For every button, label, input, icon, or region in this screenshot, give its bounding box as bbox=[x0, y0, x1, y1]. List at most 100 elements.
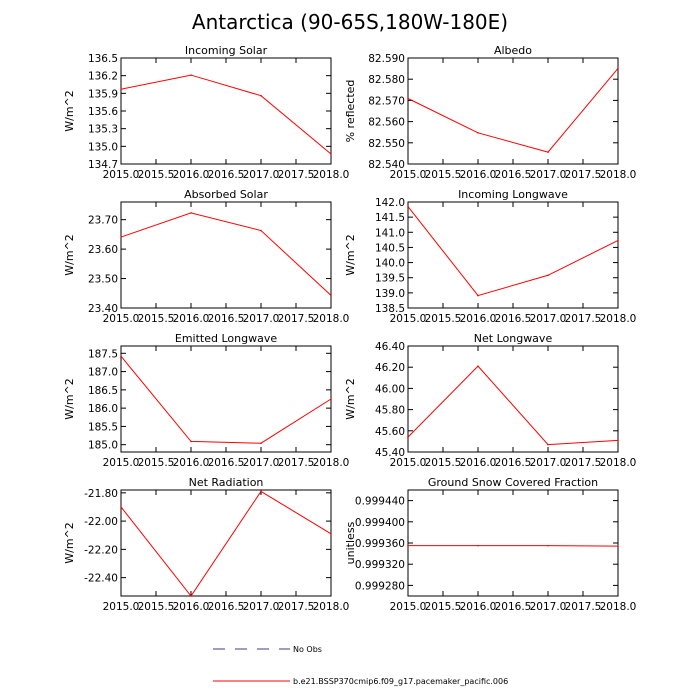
data-point bbox=[617, 67, 619, 70]
x-tick-label: 2015.0 bbox=[390, 457, 427, 469]
y-tick-label: -21.80 bbox=[84, 488, 118, 500]
y-tick-label: 135.0 bbox=[88, 141, 118, 153]
y-tick-label: 135.9 bbox=[88, 88, 118, 100]
x-tick-label: 2017.5 bbox=[278, 313, 315, 325]
y-tick-label: 187.5 bbox=[88, 348, 118, 360]
y-tick-label: 82.580 bbox=[368, 74, 405, 86]
data-point bbox=[120, 506, 122, 508]
x-tick-label: 2017.0 bbox=[243, 601, 280, 613]
y-tick-label: 141.0 bbox=[375, 227, 405, 239]
data-point bbox=[330, 533, 332, 535]
data-point bbox=[190, 595, 192, 597]
data-point bbox=[547, 544, 549, 547]
x-tick-label: 2015.0 bbox=[390, 169, 427, 181]
x-tick-label: 2016.0 bbox=[460, 313, 497, 325]
y-tick-label: 23.60 bbox=[88, 244, 118, 256]
x-tick-label: 2016.5 bbox=[495, 169, 532, 181]
y-axis-label: W/m^2 bbox=[63, 378, 76, 420]
plot-frame bbox=[120, 201, 332, 309]
x-tick-label: 2017.5 bbox=[565, 313, 602, 325]
x-tick-label: 2015.5 bbox=[138, 457, 175, 469]
data-point bbox=[617, 239, 619, 242]
y-tick-label: 82.550 bbox=[368, 138, 405, 150]
y-axis-label: W/m^2 bbox=[63, 234, 76, 276]
x-tick-label: 2015.0 bbox=[103, 457, 140, 469]
plot-frame bbox=[407, 57, 619, 165]
series-line bbox=[407, 206, 619, 297]
data-point bbox=[547, 443, 549, 446]
panel-title: Incoming Solar bbox=[185, 44, 268, 57]
y-tick-label: 46.00 bbox=[375, 383, 405, 395]
x-tick-label: 2016.0 bbox=[173, 313, 210, 325]
panel-3: Incoming Longwave 2015.02015.52016.02016.… bbox=[344, 188, 636, 325]
series-line bbox=[120, 74, 332, 155]
x-tick-label: 2016.5 bbox=[208, 313, 245, 325]
data-point bbox=[407, 205, 409, 208]
x-tick-label: 2016.5 bbox=[495, 601, 532, 613]
data-point bbox=[547, 274, 549, 277]
y-tick-label: 45.60 bbox=[375, 426, 405, 438]
x-tick-label: 2015.0 bbox=[103, 169, 140, 181]
x-tick-label: 2015.5 bbox=[138, 601, 175, 613]
plot-frame bbox=[407, 345, 619, 453]
panel-5: Net Longwave2015.02015.52016.02016.52017… bbox=[344, 332, 636, 469]
panel-title: Incoming Longwave bbox=[458, 188, 568, 201]
plot-frame bbox=[120, 345, 332, 453]
x-tick-label: 2017.0 bbox=[530, 313, 567, 325]
x-tick-label: 2018.0 bbox=[600, 313, 637, 325]
panel-6: Net Radiation2015.02015.52016.02016.5201… bbox=[63, 476, 349, 613]
x-tick-label: 2017.5 bbox=[565, 169, 602, 181]
data-point bbox=[120, 236, 122, 238]
x-tick-label: 2018.0 bbox=[313, 313, 350, 325]
y-tick-label: 82.590 bbox=[368, 53, 405, 65]
y-tick-label: 141.5 bbox=[375, 212, 405, 224]
panel-title: Absorbed Solar bbox=[184, 188, 268, 201]
y-tick-label: 185.5 bbox=[88, 421, 118, 433]
data-point bbox=[477, 294, 479, 297]
y-tick-label: 82.560 bbox=[368, 117, 405, 129]
x-tick-label: 2016.5 bbox=[208, 169, 245, 181]
panel-title: Net Longwave bbox=[474, 332, 553, 345]
x-tick-label: 2017.0 bbox=[530, 457, 567, 469]
plot-frame bbox=[407, 201, 619, 309]
panels: Incoming Solar2015.02015.52016.02016.520… bbox=[63, 44, 636, 613]
x-tick-label: 2016.0 bbox=[460, 601, 497, 613]
x-tick-label: 2018.0 bbox=[600, 457, 637, 469]
y-tick-label: 23.40 bbox=[88, 303, 118, 315]
x-tick-label: 2017.0 bbox=[243, 457, 280, 469]
data-point bbox=[547, 151, 549, 153]
x-tick-label: 2016.0 bbox=[460, 457, 497, 469]
data-point bbox=[260, 94, 262, 97]
panel-2: Absorbed Solar2015.02015.52016.02016.520… bbox=[63, 188, 349, 325]
x-tick-label: 2017.5 bbox=[278, 457, 315, 469]
figure-title: Antarctica (90-65S,180W-180E) bbox=[192, 10, 508, 34]
data-point bbox=[617, 439, 619, 442]
x-tick-label: 2015.0 bbox=[390, 601, 427, 613]
y-axis-label: unitless bbox=[344, 521, 357, 564]
y-tick-label: 136.2 bbox=[88, 71, 118, 83]
x-tick-label: 2017.0 bbox=[243, 169, 280, 181]
data-point bbox=[190, 74, 192, 76]
x-tick-label: 2018.0 bbox=[313, 457, 350, 469]
y-tick-label: 23.50 bbox=[88, 274, 118, 286]
y-tick-label: 185.0 bbox=[88, 440, 118, 452]
x-tick-label: 2015.5 bbox=[425, 601, 462, 613]
plot-frame bbox=[120, 57, 332, 165]
panel-title: Net Radiation bbox=[189, 476, 264, 489]
y-tick-label: 0.999360 bbox=[355, 538, 405, 550]
series-line bbox=[120, 212, 332, 296]
x-tick-label: 2017.0 bbox=[530, 169, 567, 181]
y-tick-label: 187.0 bbox=[88, 367, 118, 379]
legend: No Obs b.e21.BSSP370cmip6.f09_g17.pacema… bbox=[213, 645, 508, 686]
data-point bbox=[407, 436, 409, 438]
legend-no-obs-label: No Obs bbox=[293, 645, 322, 654]
y-tick-label: -22.20 bbox=[84, 544, 118, 556]
y-tick-label: 134.7 bbox=[88, 159, 118, 171]
data-point bbox=[477, 544, 479, 547]
data-point bbox=[477, 365, 479, 367]
y-tick-label: 142.0 bbox=[375, 197, 405, 209]
x-tick-label: 2017.0 bbox=[243, 313, 280, 325]
panel-4: Emitted Longwave 2015.02015.52016.02016.5… bbox=[63, 332, 349, 469]
y-tick-label: 82.570 bbox=[368, 95, 405, 107]
